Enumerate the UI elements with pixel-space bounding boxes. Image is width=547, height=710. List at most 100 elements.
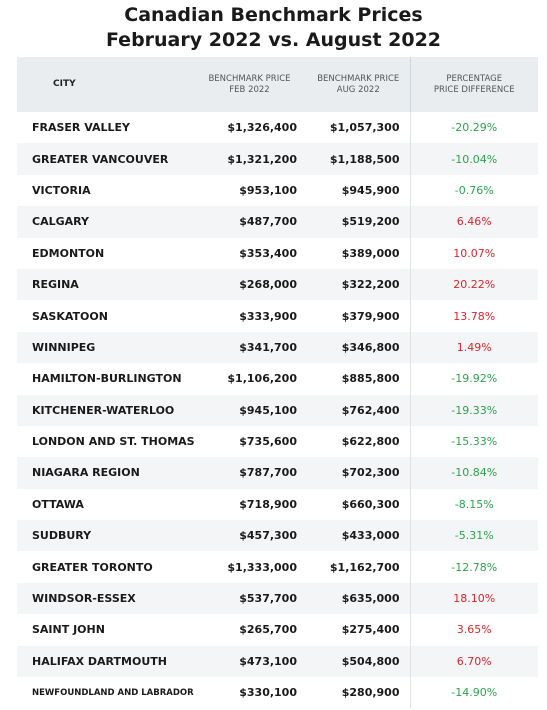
column-header-line: BENCHMARK PRICE xyxy=(208,73,291,84)
aug-price: $322,200 xyxy=(307,268,410,301)
table-row: EDMONTON $353,400 $389,000 10.07% xyxy=(17,237,538,269)
column-header-line: CITY xyxy=(53,79,76,89)
column-header-line: PRICE DIFFERENCE xyxy=(433,84,515,95)
city-name: NIAGARA REGION xyxy=(17,457,192,489)
feb-price: $1,333,000 xyxy=(227,560,297,574)
city-name: GREATER TORONTO xyxy=(32,560,153,574)
table-row: NEWFOUNDLAND AND LABRADOR $330,100 $280,90… xyxy=(17,677,538,709)
aug-price: $945,900 xyxy=(341,183,400,197)
city-name: HAMILTON-BURLINGTON xyxy=(32,372,182,386)
table-row: CALGARY $487,700 $519,200 6.46% xyxy=(17,206,538,238)
city-name: SUDBURY xyxy=(17,520,192,552)
table-row: GREATER TORONTO $1,333,000 $1,162,700 -12.7… xyxy=(17,551,538,583)
price-difference: 18.10% xyxy=(409,582,538,615)
table-row: WINNIPEG $341,700 $346,800 1.49% xyxy=(17,331,538,364)
price-difference: -12.78% xyxy=(409,551,538,583)
aug-price: $1,188,500 xyxy=(307,143,410,175)
table-row: REGINA $268,000 $322,200 20.22% xyxy=(17,268,538,301)
price-difference: 6.70% xyxy=(409,645,538,678)
feb-price: $1,321,200 xyxy=(192,143,307,175)
table-row: GREATER VANCOUVER $1,321,200 $1,188,500 -10… xyxy=(17,143,538,175)
aug-price: $660,300 xyxy=(341,497,400,511)
aug-price: $622,800 xyxy=(341,435,400,449)
table-row: OTTAWA $718,900 $660,300 -8.15% xyxy=(17,488,538,521)
city-name: FRASER VALLEY xyxy=(32,121,131,135)
feb-price: $457,300 xyxy=(192,520,307,552)
price-difference: 3.65% xyxy=(409,614,538,646)
city-name: HALIFAX DARTMOUTH xyxy=(17,645,192,678)
feb-price: $333,900 xyxy=(239,309,297,323)
table-body: FRASER VALLEY $1,326,400 $1,057,300 -20.29%… xyxy=(17,112,538,709)
title: Canadian Benchmark Prices February 2022 v… xyxy=(0,0,547,54)
price-difference: -10.04% xyxy=(409,143,538,175)
feb-price: $353,400 xyxy=(239,246,297,260)
column-header: PERCENTAGE PRICE DIFFERENCE xyxy=(409,57,538,112)
aug-price: $389,000 xyxy=(341,246,400,260)
city-name: EDMONTON xyxy=(32,246,105,260)
table-row: VICTORIA $953,100 $945,900 -0.76% xyxy=(17,174,538,207)
price-difference: -8.15% xyxy=(409,488,538,521)
price-difference: -15.33% xyxy=(409,425,538,458)
city-name: REGINA xyxy=(17,268,192,301)
table-row: WINDSOR-ESSEX $537,700 $635,000 18.10% xyxy=(17,582,538,615)
column-header-line: BENCHMARK PRICE xyxy=(317,73,400,84)
aug-price: $702,300 xyxy=(307,457,410,489)
aug-price: $346,800 xyxy=(307,331,410,364)
price-difference: -20.29% xyxy=(409,112,538,144)
table-row: FRASER VALLEY $1,326,400 $1,057,300 -20.29% xyxy=(17,112,538,144)
city-name: LONDON AND ST. THOMAS xyxy=(32,435,195,449)
price-difference: 13.78% xyxy=(409,300,538,332)
table-row: HALIFAX DARTMOUTH $473,100 $504,800 6.70% xyxy=(17,645,538,678)
aug-price: $275,400 xyxy=(341,623,400,637)
feb-price: $265,700 xyxy=(239,623,297,637)
table-row: HAMILTON-BURLINGTON $1,106,200 $885,800 -19… xyxy=(17,363,538,395)
aug-price: $635,000 xyxy=(307,582,410,615)
city-name: GREATER VANCOUVER xyxy=(17,143,192,175)
column-header: BENCHMARK PRICE AUG 2022 xyxy=(307,57,410,112)
price-difference: 10.07% xyxy=(409,237,538,269)
aug-price: $1,162,700 xyxy=(329,560,400,574)
aug-price: $433,000 xyxy=(307,520,410,552)
feb-price: $1,106,200 xyxy=(227,372,297,386)
aug-price: $379,900 xyxy=(341,309,400,323)
price-difference: 20.22% xyxy=(409,268,538,301)
feb-price: $787,700 xyxy=(192,457,307,489)
column-header-line: AUG 2022 xyxy=(336,84,380,95)
table-row: SAINT JOHN $265,700 $275,400 3.65% xyxy=(17,614,538,646)
aug-price: $1,057,300 xyxy=(329,121,400,135)
title-line: Canadian Benchmark Prices xyxy=(124,4,423,26)
price-difference: -10.84% xyxy=(409,457,538,489)
feb-price: $330,100 xyxy=(239,686,297,700)
feb-price: $718,900 xyxy=(239,497,297,511)
feb-price: $1,326,400 xyxy=(227,121,297,135)
feb-price: $487,700 xyxy=(192,206,307,238)
price-difference: -19.33% xyxy=(409,394,538,426)
price-difference: -14.90% xyxy=(409,677,538,709)
table-row: KITCHENER-WATERLOO $945,100 $762,400 -19.33… xyxy=(17,394,538,426)
price-difference: 1.49% xyxy=(409,331,538,364)
feb-price: $735,600 xyxy=(239,435,297,449)
feb-price: $945,100 xyxy=(192,394,307,426)
table-row: SUDBURY $457,300 $433,000 -5.31% xyxy=(17,520,538,552)
price-difference: -0.76% xyxy=(409,174,538,207)
feb-price: $473,100 xyxy=(192,645,307,678)
price-table: CITY BENCHMARK PRICE FEB 2022 BENCHMARK PRI… xyxy=(17,57,538,709)
column-header-line: FEB 2022 xyxy=(229,84,270,95)
feb-price: $268,000 xyxy=(192,268,307,301)
city-name: KITCHENER-WATERLOO xyxy=(17,394,192,426)
city-name: SAINT JOHN xyxy=(32,623,105,637)
city-name: CALGARY xyxy=(17,206,192,238)
feb-price: $341,700 xyxy=(192,331,307,364)
price-difference: 6.46% xyxy=(409,206,538,238)
table-row: SASKATOON $333,900 $379,900 13.78% xyxy=(17,300,538,332)
table-row: LONDON AND ST. THOMAS $735,600 $622,800 -15… xyxy=(17,425,538,458)
feb-price: $537,700 xyxy=(192,582,307,615)
column-header: CITY xyxy=(17,57,192,112)
aug-price: $885,800 xyxy=(341,372,400,386)
price-difference: -19.92% xyxy=(409,363,538,395)
column-header-line: PERCENTAGE xyxy=(446,73,503,84)
aug-price: $762,400 xyxy=(307,394,410,426)
aug-price: $280,900 xyxy=(341,686,400,700)
city-name: VICTORIA xyxy=(32,183,91,197)
